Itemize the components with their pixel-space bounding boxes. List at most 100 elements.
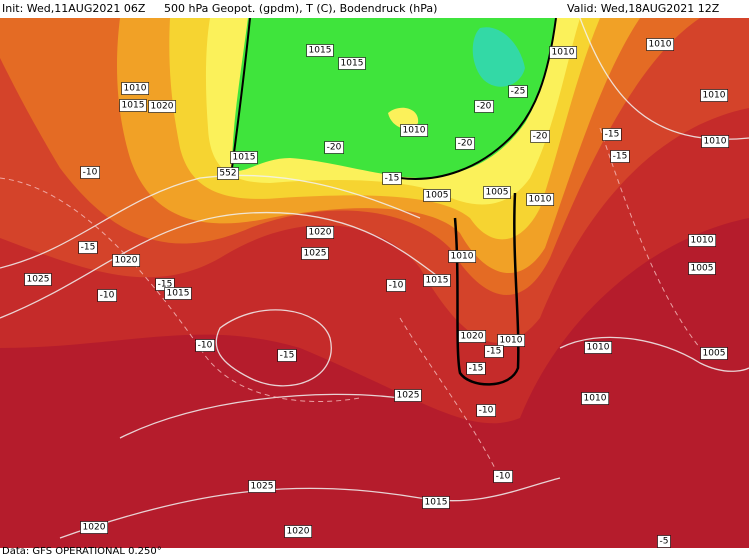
label-box xyxy=(581,392,610,405)
label-box xyxy=(423,274,451,287)
label-box xyxy=(324,141,344,154)
contour-label: 1020 xyxy=(83,523,106,533)
label-box xyxy=(97,289,117,302)
label-box xyxy=(80,521,109,534)
contour-label: 1010 xyxy=(500,336,523,346)
label-box xyxy=(526,193,555,206)
label-box xyxy=(121,82,150,95)
contour-label: 1015 xyxy=(309,46,332,56)
label-box xyxy=(646,38,675,51)
contour-label: -20 xyxy=(458,139,473,149)
label-box xyxy=(284,525,313,538)
contour-label: 1005 xyxy=(703,349,726,359)
contour-label: -25 xyxy=(511,87,526,97)
label-box xyxy=(195,339,215,352)
label-box xyxy=(602,128,622,141)
contour-label: 1015 xyxy=(341,59,364,69)
contour-label: 1025 xyxy=(304,249,327,259)
label-box xyxy=(483,186,511,199)
label-box xyxy=(277,349,297,362)
label-box xyxy=(455,137,475,150)
contour-label: 1010 xyxy=(704,137,727,147)
label-box xyxy=(493,470,513,483)
contour-label: -10 xyxy=(389,281,404,291)
contour-label: 1010 xyxy=(703,91,726,101)
contour-label: -10 xyxy=(496,472,511,482)
contour-label: 1015 xyxy=(122,101,145,111)
label-box xyxy=(474,100,494,113)
label-box xyxy=(306,44,334,57)
label-box xyxy=(657,535,671,548)
contour-label: -10 xyxy=(479,406,494,416)
contour-label: 1010 xyxy=(587,343,610,353)
label-box xyxy=(584,341,613,354)
init-time: Init: Wed,11AUG2021 06Z xyxy=(2,2,146,15)
contour-label: -20 xyxy=(327,143,342,153)
label-box xyxy=(230,151,258,164)
label-box xyxy=(217,167,239,180)
label-box xyxy=(423,189,451,202)
contour-label: -10 xyxy=(100,291,115,301)
weather-map: 1015 1015 1010 1015 1020 1010 1010 1010 -15 -20 10… xyxy=(0,18,749,548)
contour-label: 1025 xyxy=(27,275,50,285)
footer: Data: GFS OPERATIONAL 0.250° xyxy=(2,546,162,557)
contour-label: 1010 xyxy=(649,40,672,50)
contour-label: 1010 xyxy=(529,195,552,205)
contour-label: 1005 xyxy=(426,191,449,201)
contour-label: -15 xyxy=(81,243,96,253)
contour-label: 1010 xyxy=(124,84,147,94)
isobars xyxy=(0,18,749,539)
contour-label: -20 xyxy=(477,102,492,112)
contour-552 xyxy=(231,18,557,180)
label-box xyxy=(700,89,729,102)
contour-label: 1010 xyxy=(552,48,575,58)
contour-label: 1025 xyxy=(251,482,274,492)
contour-label: -10 xyxy=(83,168,98,178)
map-title: 500 hPa Geopot. (gpdm), T (C), Bodendruc… xyxy=(164,2,438,15)
label-box xyxy=(112,254,141,267)
label-box xyxy=(484,345,504,358)
label-box xyxy=(458,330,487,343)
header: Init: Wed,11AUG2021 06Z 500 hPa Geopot. … xyxy=(0,0,749,18)
label-box xyxy=(306,226,335,239)
contour-label: 1020 xyxy=(115,256,138,266)
contour-label: -15 xyxy=(613,152,628,162)
contour-label: -15 xyxy=(605,130,620,140)
label-box xyxy=(688,234,717,247)
field-yellow-patch xyxy=(388,107,419,129)
label-box xyxy=(476,404,496,417)
label-box xyxy=(400,124,429,137)
label-box xyxy=(78,241,98,254)
contour-label: -5 xyxy=(660,537,669,547)
contour-label: -10 xyxy=(198,341,213,351)
field-cyan xyxy=(472,27,525,87)
contour-label: 1020 xyxy=(287,527,310,537)
label-box xyxy=(382,172,402,185)
contour-label: 1025 xyxy=(397,391,420,401)
label-box xyxy=(422,496,450,509)
contour-label: 1010 xyxy=(403,126,426,136)
label-box xyxy=(497,334,526,347)
contour-label: -15 xyxy=(158,280,173,290)
label-box xyxy=(508,85,528,98)
label-box xyxy=(549,46,578,59)
contour-label: -15 xyxy=(385,174,400,184)
contour-label: 1015 xyxy=(426,276,449,286)
label-box xyxy=(466,362,486,375)
contour-label: -20 xyxy=(533,132,548,142)
label-box xyxy=(248,480,276,493)
label-box xyxy=(24,273,52,286)
contour-label: 1015 xyxy=(167,289,190,299)
pressure-labels: 1015 1015 1010 1015 1020 1010 1010 1010 -15 -20 10… xyxy=(24,38,730,548)
label-box xyxy=(701,135,730,148)
contour-label: 1020 xyxy=(461,332,484,342)
label-box xyxy=(301,247,329,260)
contour-label: 552 xyxy=(219,169,236,179)
contour-label: -15 xyxy=(280,351,295,361)
contour-label: 1010 xyxy=(451,252,474,262)
valid-time: Valid: Wed,18AUG2021 12Z xyxy=(567,2,720,15)
contour-label: -15 xyxy=(469,364,484,374)
label-box xyxy=(148,100,177,113)
label-box xyxy=(530,130,550,143)
